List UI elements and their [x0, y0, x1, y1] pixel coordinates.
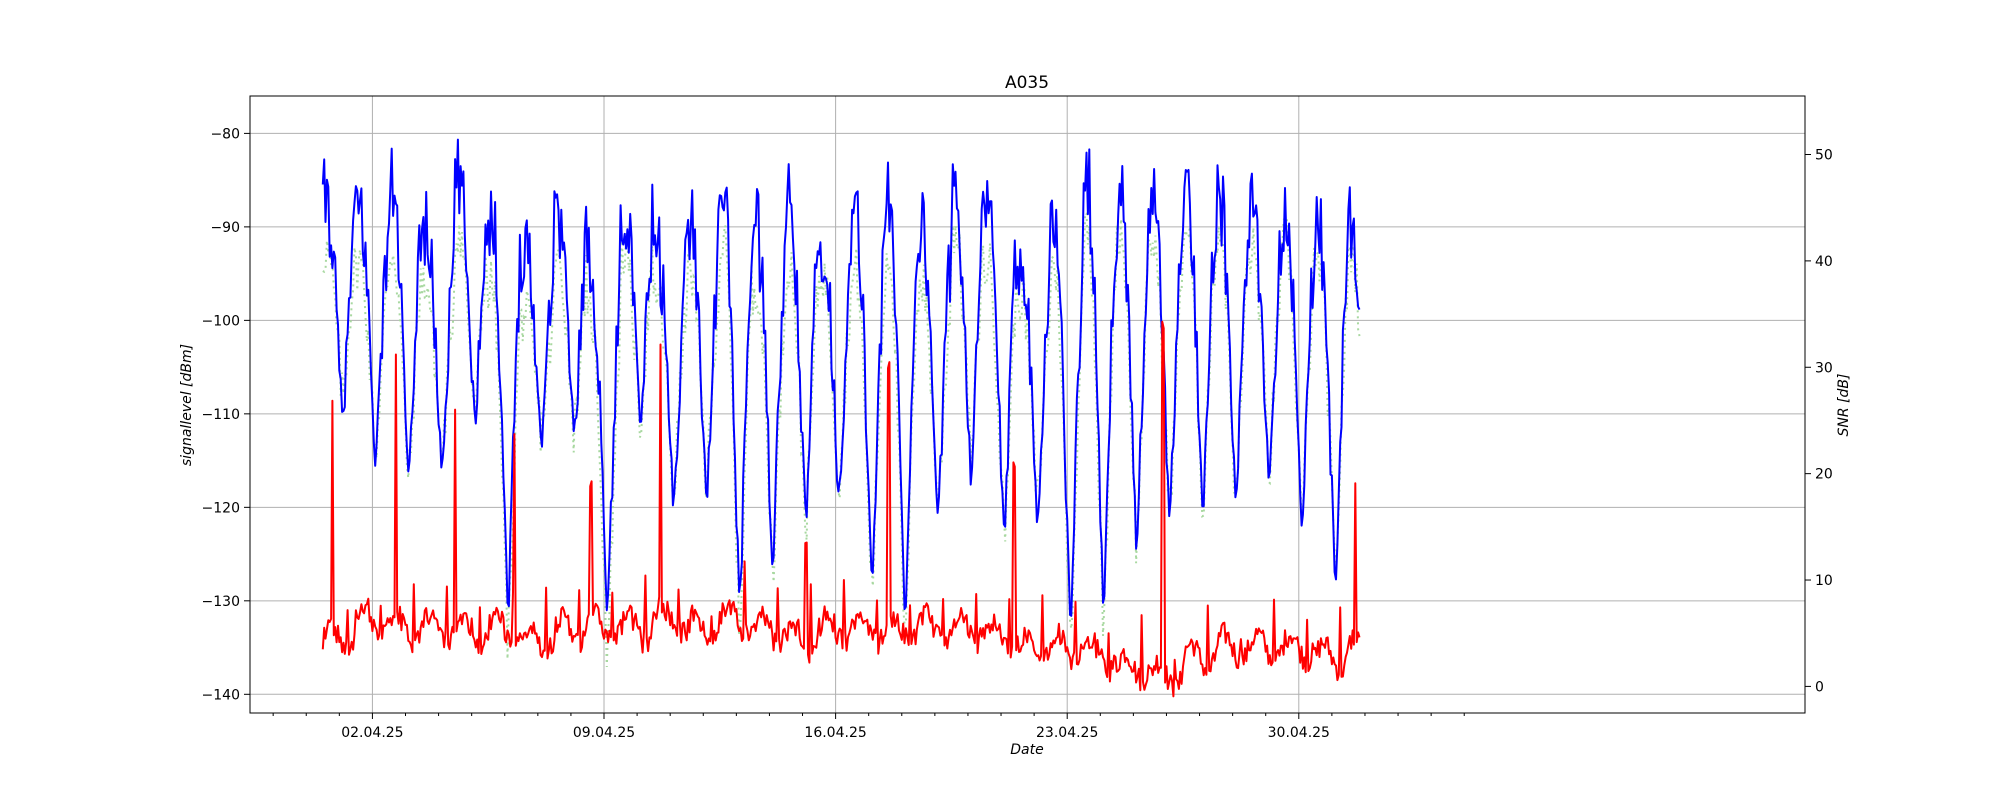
- x-axis-label: Date: [1010, 742, 1043, 758]
- signal-level-line: [321, 138, 1361, 617]
- y-left-tick-label: −140: [202, 687, 240, 703]
- y-axis-left-label: signallevel [dBm]: [179, 344, 195, 466]
- x-tick-label: 23.04.25: [1036, 725, 1098, 741]
- x-tick-label: 02.04.25: [341, 725, 403, 741]
- y-right-tick-label: 50: [1815, 148, 1833, 164]
- y-left-tick-label: −110: [202, 407, 240, 423]
- series-layer: [321, 138, 1361, 698]
- y-right-tick-label: 20: [1815, 467, 1833, 483]
- y-right-tick-label: 30: [1815, 360, 1833, 376]
- plot-area-frame: [249, 95, 1806, 714]
- y-left-tick-label: −120: [202, 500, 240, 516]
- y-right-tick-label: 0: [1815, 679, 1824, 695]
- axes: 02.04.25 09.04.25 16.04.25 23.04.25 30.04.25…: [202, 126, 1833, 741]
- x-tick-label: 16.04.25: [804, 725, 866, 741]
- x-tick-label: 30.04.25: [1268, 725, 1330, 741]
- y-left-tick-label: −80: [210, 126, 240, 142]
- noise-level-line: [321, 320, 1361, 698]
- x-tick-label: 09.04.25: [573, 725, 635, 741]
- y-axis-right-label: SNR [dB]: [1836, 374, 1852, 437]
- y-left-tick-label: −130: [202, 594, 240, 610]
- y-left-tick-label: −100: [202, 313, 240, 329]
- chart-title: A035: [1005, 73, 1049, 93]
- y-right-tick-label: 10: [1815, 573, 1833, 589]
- y-right-tick-label: 40: [1815, 254, 1833, 270]
- y-left-tick-label: −90: [210, 220, 240, 236]
